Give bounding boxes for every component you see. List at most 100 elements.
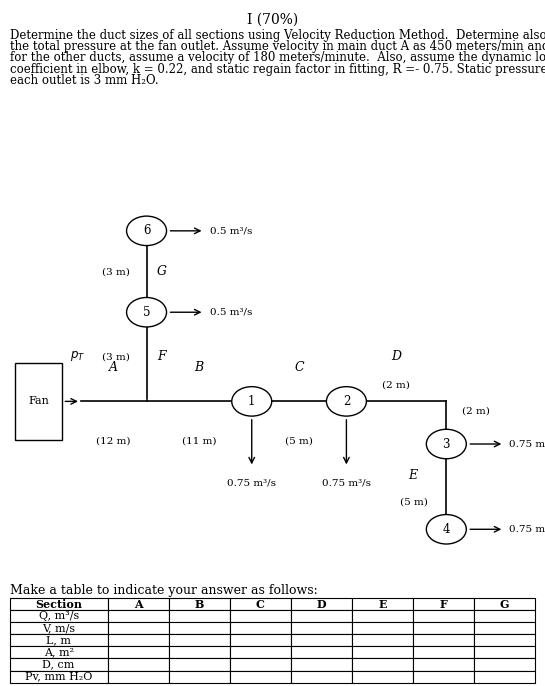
Text: Section: Section <box>35 599 82 610</box>
Bar <box>474 659 535 670</box>
Bar <box>352 622 413 635</box>
Text: Q, m³/s: Q, m³/s <box>39 611 79 622</box>
Bar <box>291 611 352 622</box>
Bar <box>413 598 474 611</box>
Bar <box>413 646 474 659</box>
Text: 4: 4 <box>443 523 450 536</box>
Text: Determine the duct sizes of all sections using Velocity Reduction Method.  Deter: Determine the duct sizes of all sections… <box>10 29 545 42</box>
Text: L, m: L, m <box>46 635 71 646</box>
Bar <box>413 611 474 622</box>
Circle shape <box>126 216 167 246</box>
Text: 0.75 m³/s: 0.75 m³/s <box>510 440 545 449</box>
Bar <box>352 646 413 659</box>
Text: (2 m): (2 m) <box>462 407 490 416</box>
Bar <box>10 646 107 659</box>
Text: 0.75 m³/s: 0.75 m³/s <box>322 479 371 488</box>
Bar <box>168 622 230 635</box>
Bar <box>107 635 168 646</box>
Bar <box>168 635 230 646</box>
Text: coefficient in elbow, k = 0.22, and static regain factor in fitting, R =- 0.75. : coefficient in elbow, k = 0.22, and stat… <box>10 63 545 75</box>
Bar <box>413 670 474 683</box>
Bar <box>10 622 107 635</box>
Text: for the other ducts, assume a velocity of 180 meters/minute.  Also, assume the d: for the other ducts, assume a velocity o… <box>10 51 545 64</box>
Bar <box>230 622 291 635</box>
Bar <box>107 598 168 611</box>
Bar <box>168 598 230 611</box>
Text: F: F <box>440 599 447 610</box>
Bar <box>352 670 413 683</box>
Bar <box>413 635 474 646</box>
Bar <box>413 622 474 635</box>
Bar <box>291 635 352 646</box>
Text: G: G <box>157 265 167 278</box>
Bar <box>291 659 352 670</box>
Text: Pv, mm H₂O: Pv, mm H₂O <box>25 672 92 682</box>
Text: 0.5 m³/s: 0.5 m³/s <box>210 308 252 317</box>
Bar <box>474 670 535 683</box>
Circle shape <box>126 298 167 327</box>
Bar <box>474 646 535 659</box>
Bar <box>230 635 291 646</box>
Bar <box>107 646 168 659</box>
Bar <box>168 659 230 670</box>
Text: B: B <box>195 599 204 610</box>
Text: D: D <box>317 599 326 610</box>
Bar <box>474 622 535 635</box>
Text: 5: 5 <box>143 306 150 319</box>
Text: 6: 6 <box>143 224 150 237</box>
Text: 0.75 m³/s: 0.75 m³/s <box>227 479 276 488</box>
Bar <box>474 635 535 646</box>
Text: A, m²: A, m² <box>44 648 74 657</box>
Bar <box>230 611 291 622</box>
Text: D, cm: D, cm <box>43 659 75 670</box>
Text: (5 m): (5 m) <box>285 436 313 445</box>
Text: E: E <box>408 469 417 482</box>
Text: G: G <box>500 599 510 610</box>
Bar <box>352 635 413 646</box>
Text: V, m/s: V, m/s <box>42 624 75 633</box>
Bar <box>352 598 413 611</box>
Text: 1: 1 <box>248 395 256 408</box>
Text: D: D <box>391 350 401 363</box>
Text: $p_T$: $p_T$ <box>70 348 86 363</box>
Bar <box>15 363 63 440</box>
Bar <box>230 646 291 659</box>
Text: (12 m): (12 m) <box>96 436 131 445</box>
Bar <box>352 659 413 670</box>
Text: (3 m): (3 m) <box>102 353 130 362</box>
Bar <box>352 611 413 622</box>
Bar <box>291 670 352 683</box>
Bar <box>10 670 107 683</box>
Text: Fan: Fan <box>28 397 49 406</box>
Circle shape <box>426 429 467 459</box>
Bar <box>10 659 107 670</box>
Bar <box>107 659 168 670</box>
Bar <box>10 635 107 646</box>
Bar <box>291 646 352 659</box>
Text: (11 m): (11 m) <box>182 436 216 445</box>
Text: each outlet is 3 mm H₂O.: each outlet is 3 mm H₂O. <box>10 74 159 87</box>
Bar <box>291 622 352 635</box>
Text: B: B <box>195 362 204 375</box>
Text: A: A <box>109 362 118 375</box>
Text: E: E <box>378 599 387 610</box>
Bar <box>474 611 535 622</box>
Text: 2: 2 <box>343 395 350 408</box>
Bar <box>230 659 291 670</box>
Bar <box>168 670 230 683</box>
Text: 3: 3 <box>443 438 450 451</box>
Circle shape <box>232 387 272 416</box>
Bar <box>413 659 474 670</box>
Text: I (70%): I (70%) <box>247 12 298 26</box>
Text: C: C <box>256 599 265 610</box>
Bar <box>10 611 107 622</box>
Bar <box>291 598 352 611</box>
Text: C: C <box>294 362 304 375</box>
Text: (2 m): (2 m) <box>383 381 410 390</box>
Bar <box>168 611 230 622</box>
Bar <box>10 598 107 611</box>
Text: 0.5 m³/s: 0.5 m³/s <box>210 226 252 235</box>
Text: the total pressure at the fan outlet. Assume velocity in main duct A as 450 mete: the total pressure at the fan outlet. As… <box>10 40 545 53</box>
Text: (3 m): (3 m) <box>102 267 130 276</box>
Bar <box>107 670 168 683</box>
